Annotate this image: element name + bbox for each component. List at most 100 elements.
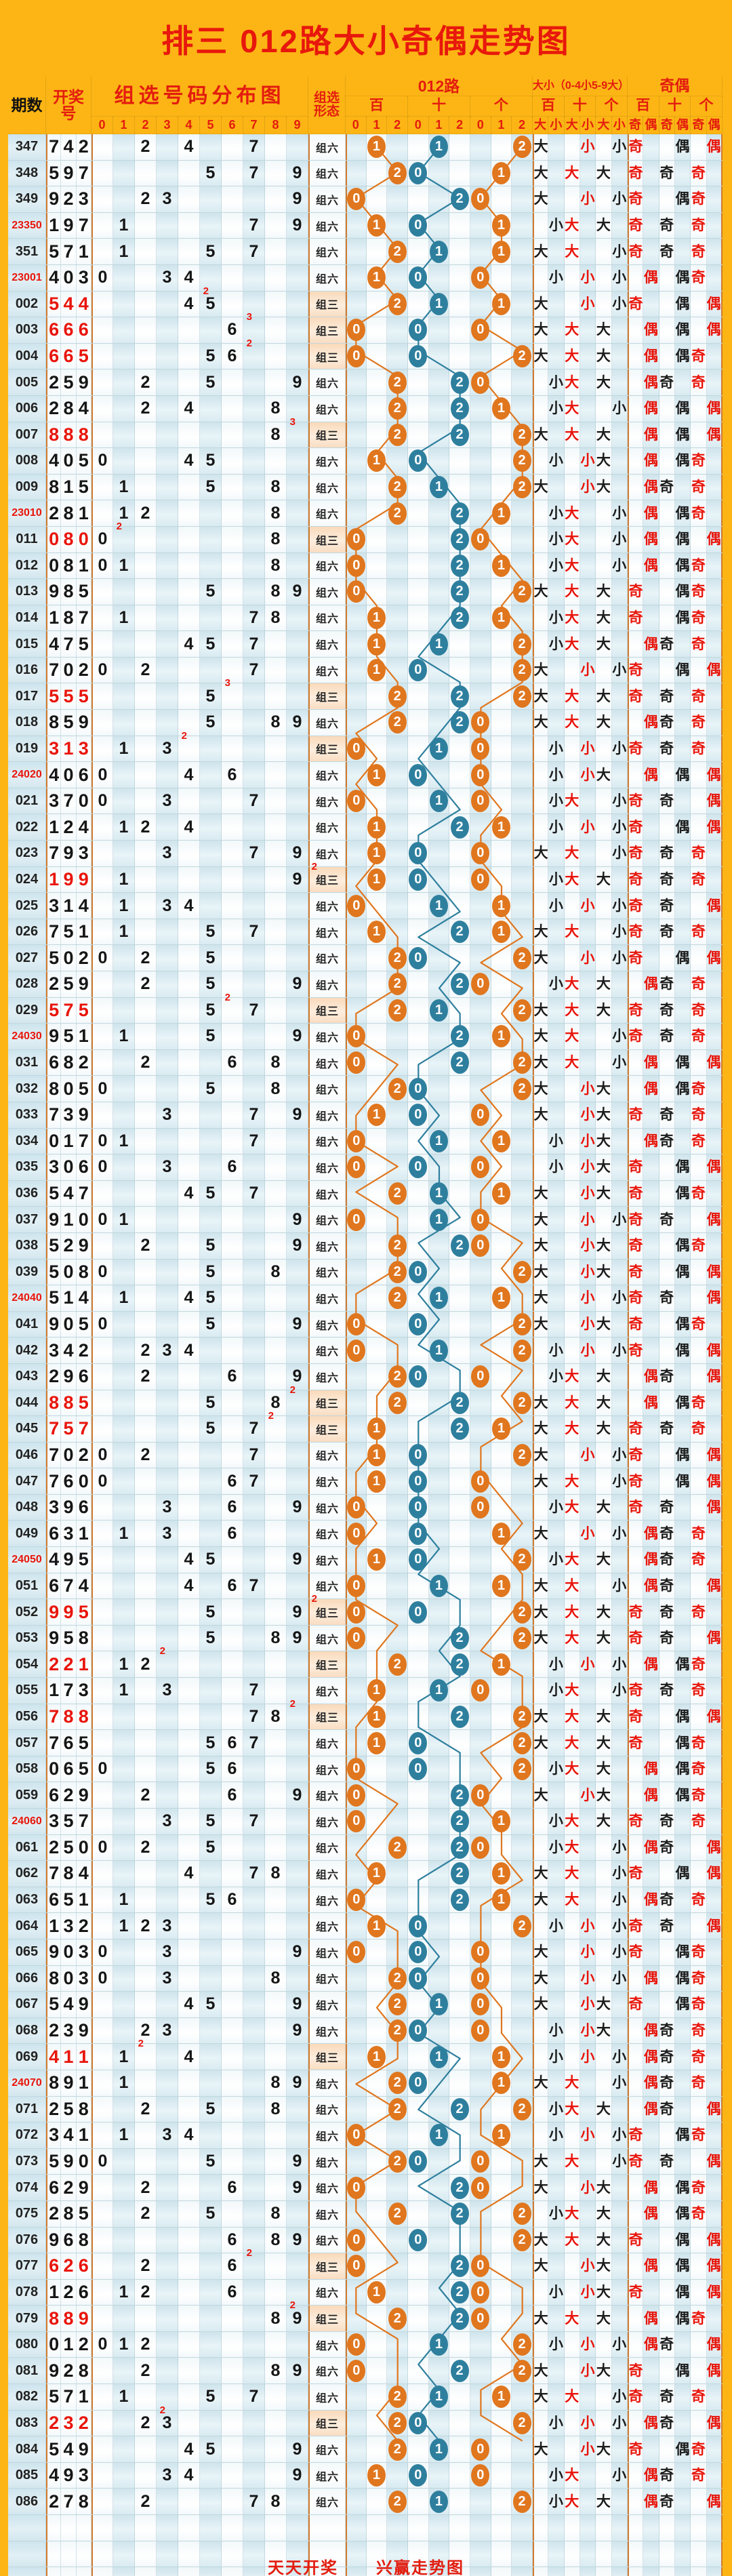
jiou-cell: 奇 — [627, 997, 644, 1024]
jiou-cell: 偶 — [706, 1861, 723, 1887]
jiou-cell: 奇 — [627, 1442, 644, 1468]
distribution-digit: 9 — [286, 1311, 308, 1337]
lu012-circle: 1 — [367, 1548, 386, 1571]
pattern-cell: 组六 — [308, 2384, 346, 2410]
jiou-cell: 奇 — [627, 2227, 644, 2253]
table-row: 007 8 8 8 8 3 组三 2 2 2 大大大偶偶偶 — [8, 416, 723, 449]
daxiao-cell: 大 — [532, 2306, 549, 2331]
lu012-circle-cell: 2 — [512, 657, 533, 683]
daxiao-cell: 大 — [532, 919, 549, 945]
lu012-circle-cell: 0 — [470, 317, 491, 343]
period-cell: 071 — [8, 2096, 46, 2122]
lu012-circle: 0 — [347, 1784, 366, 1807]
lu012-circle: 2 — [388, 397, 407, 420]
lu012-circle-cell: 0 — [470, 1939, 491, 1965]
lu012-circle: 0 — [409, 214, 428, 237]
lu012-circle-cell: 2 — [449, 579, 470, 605]
daxiao-cell: 小 — [611, 2148, 628, 2175]
daxiao-cell: 大 — [532, 1704, 549, 1730]
win-number-digit: 5 — [76, 1547, 92, 1573]
lu012-circle: 0 — [409, 763, 428, 786]
jiou-cell: 奇 — [691, 2044, 707, 2070]
distribution-digit: 3 — [156, 264, 178, 291]
daxiao-cell: 小 — [548, 264, 565, 291]
daxiao-cell: 大 — [596, 710, 612, 736]
table-row: 022 1 2 4 1 2 4 组六 1 2 1 小小小奇偶偶 — [8, 814, 723, 841]
lu012-circle-cell: 0 — [470, 2148, 491, 2175]
distribution-digit: 7 — [243, 657, 265, 683]
jiou-cell: 偶 — [674, 762, 691, 788]
win-number-digit: 0 — [76, 526, 92, 552]
win-number-digit: 0 — [61, 762, 77, 788]
distribution-digit: 8 — [264, 526, 287, 552]
distribution-digit: 1 — [113, 893, 135, 919]
distribution-digit: 9 — [286, 1782, 308, 1808]
daxiao-cell: 大 — [532, 1730, 549, 1756]
distribution-digit: 7 — [243, 1468, 265, 1494]
distribution-digit: 2 — [134, 2253, 157, 2279]
lu012-circle: 1 — [491, 240, 510, 263]
distribution-digit: 9 — [286, 1024, 308, 1049]
lu012-circle-cell: 2 — [512, 2358, 533, 2384]
win-number-digit: 7 — [76, 1809, 92, 1834]
daxiao-cell: 大 — [564, 2096, 580, 2122]
win-number-digit: 6 — [76, 1154, 92, 1180]
pattern-cell: 组六 — [308, 552, 346, 579]
lu012-circle-cell: 2 — [387, 500, 408, 526]
jiou-cell: 偶 — [643, 2253, 659, 2279]
header-jo-pos-2: 个 — [691, 96, 723, 117]
win-number-digit: 7 — [76, 160, 92, 186]
lu012-circle: 0 — [409, 842, 428, 865]
lu012-circle: 1 — [429, 999, 448, 1022]
period-cell: 057 — [8, 1730, 46, 1756]
distribution-digit: 1 — [113, 474, 135, 500]
win-number-digit: 4 — [46, 762, 62, 788]
pattern-cell: 组六 — [308, 1076, 346, 1102]
jiou-cell: 偶 — [674, 526, 691, 552]
period-cell: 039 — [8, 1259, 46, 1285]
distribution-digit: 6 — [221, 1756, 243, 1782]
daxiao-cell: 小 — [580, 474, 596, 500]
win-number-digit: 5 — [76, 343, 92, 369]
lu012-circle-cell: 1 — [366, 841, 388, 866]
jiou-cell: 奇 — [691, 2384, 707, 2410]
jiou-cell: 奇 — [691, 919, 707, 945]
table-row: 061 2 5 0 0 2 5 组六 2 2 0 小大小偶奇偶 — [8, 1834, 723, 1861]
daxiao-cell: 大 — [564, 841, 580, 866]
pattern-cell: 组六 — [308, 1678, 346, 1704]
distribution-digit: 6 — [221, 1363, 243, 1390]
lu012-circle: 2 — [512, 2490, 531, 2513]
daxiao-cell: 小 — [611, 552, 628, 579]
lu012-circle: 0 — [471, 2019, 490, 2042]
jiou-cell: 奇 — [659, 2384, 675, 2410]
lu012-circle: 1 — [429, 2124, 448, 2147]
period-cell: 075 — [8, 2200, 46, 2227]
win-number-digit: 6 — [46, 317, 62, 343]
daxiao-cell: 大 — [596, 1311, 612, 1337]
period-cell: 351 — [8, 239, 46, 264]
table-row: 085 4 9 3 3 4 9 组六 1 0 0 小大小偶奇奇 — [8, 2462, 723, 2489]
lu012-circle-cell: 1 — [491, 2070, 512, 2096]
daxiao-cell: 大 — [564, 1390, 580, 1416]
distribution-digit: 1 — [113, 212, 135, 239]
win-number-digit: 2 — [61, 2253, 77, 2279]
lu012-circle-cell: 0 — [407, 2017, 429, 2044]
jiou-cell: 偶 — [706, 2096, 723, 2122]
daxiao-cell: 大 — [532, 945, 549, 971]
table-row: 063 6 5 1 1 5 6 组六 0 2 1 大大小偶奇奇 — [8, 1887, 723, 1914]
distribution-digit: 5 — [199, 1390, 222, 1416]
lu012-circle: 2 — [512, 580, 531, 603]
lu012-circle-cell: 0 — [470, 2306, 491, 2331]
win-number-digit: 8 — [76, 2227, 92, 2253]
jiou-cell: 奇 — [659, 788, 675, 814]
lu012-circle-cell: 2 — [512, 1049, 533, 1076]
lu012-circle: 1 — [491, 1025, 510, 1048]
lu012-circle-cell: 1 — [366, 134, 388, 160]
win-number-digit: 3 — [61, 1521, 77, 1547]
daxiao-cell: 大 — [532, 710, 549, 736]
lu012-circle: 1 — [367, 659, 386, 682]
table-row: 083 2 3 2 2 2 3 组三 2 0 2 小小小偶奇偶 — [8, 2404, 723, 2437]
distribution-digit: 9 — [286, 710, 308, 736]
pattern-cell: 组三 — [308, 291, 346, 317]
distribution-digit: 8 — [264, 579, 287, 605]
